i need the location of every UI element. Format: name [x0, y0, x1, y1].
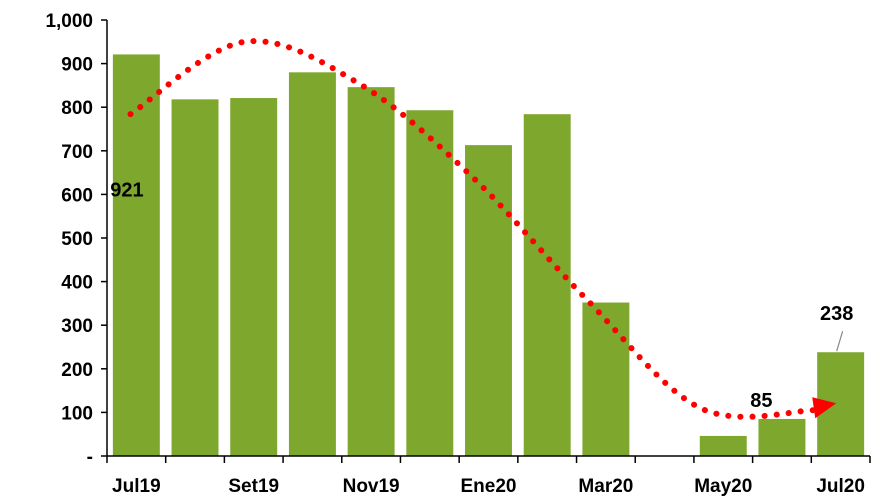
y-tick-label: 900	[61, 55, 93, 76]
bar-dic19	[406, 110, 454, 456]
data-label-jul19: 921	[110, 179, 143, 201]
y-tick-label: 100	[61, 403, 93, 424]
bar-feb20	[523, 114, 571, 457]
data-label-jul20: 238	[820, 303, 853, 325]
x-tick-label: Ene20	[461, 476, 517, 497]
axes-group	[101, 19, 871, 463]
trend-line	[127, 38, 818, 420]
bar-ago19	[171, 99, 219, 456]
y-tick-label: 500	[61, 229, 93, 250]
y-tick-label: 400	[61, 273, 93, 294]
y-tick-label: 1,000	[45, 11, 93, 32]
trend-arrow	[812, 397, 837, 419]
bar-mar20	[582, 302, 630, 456]
y-tick-label: 600	[61, 185, 93, 206]
y-tick-label: 200	[61, 360, 93, 381]
x-tick-label: May20	[694, 476, 752, 497]
y-tick-label: 700	[61, 142, 93, 163]
data-label-jun20: 85	[750, 390, 772, 412]
x-tick-label: Jul20	[816, 476, 865, 497]
bar-jul19	[112, 54, 160, 456]
bar-jun20	[758, 418, 806, 456]
bar-nov19	[347, 87, 395, 456]
x-tick-label: Mar20	[578, 476, 633, 497]
trend-group	[127, 38, 837, 420]
bar-ene20	[465, 145, 512, 456]
bar-set19	[230, 98, 278, 456]
labels-group: - 100 200 300 400 500 600 700 800 900 1,000 Jul19 Se…	[45, 11, 864, 497]
y-tick-label: -	[87, 447, 93, 468]
bars-group	[112, 54, 865, 457]
x-tick-label: Nov19	[343, 476, 400, 497]
x-tick-label: Set19	[228, 476, 279, 497]
data-label-leader	[836, 331, 844, 352]
y-tick-label: 800	[61, 98, 93, 119]
x-tick-label: Jul19	[112, 476, 161, 497]
bar-may20	[699, 435, 747, 456]
bar-oct19	[288, 72, 336, 456]
y-tick-label: 300	[61, 316, 93, 337]
